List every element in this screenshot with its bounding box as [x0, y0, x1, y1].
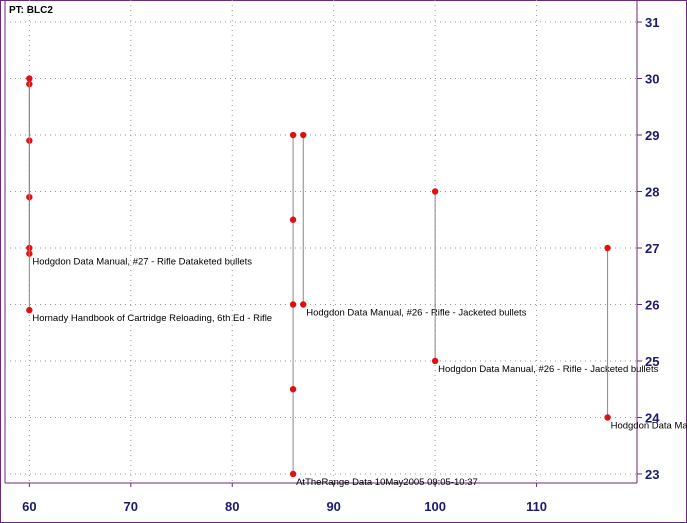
data-point — [604, 414, 611, 421]
y-tick-label: 31 — [645, 15, 659, 30]
annotation: Hodgdon Data Manual, #26 - Rifle - Jacke… — [306, 307, 526, 318]
data-point — [289, 131, 297, 139]
data-point — [604, 244, 611, 252]
x-tick-label: 60 — [22, 499, 36, 514]
annotation: AtTheRange Data 10May2005 09:05-10:37 — [296, 477, 478, 488]
y-tick-label: 29 — [645, 128, 659, 143]
data-point — [289, 386, 297, 393]
y-tick-label: 23 — [645, 467, 659, 482]
data-point — [289, 470, 297, 478]
data-point — [26, 306, 33, 314]
x-tick-label: 70 — [124, 499, 138, 514]
annotation: Hodgdon Data Manual, #26 - Rifle - Jacke… — [611, 420, 687, 431]
y-tick-label: 24 — [645, 410, 660, 425]
annotation: Hornady Handbook of Cartridge Reloading,… — [32, 313, 272, 324]
y-tick-label: 26 — [645, 297, 659, 312]
y-tick-label: 30 — [645, 72, 659, 87]
y-tick-label: 28 — [645, 185, 659, 200]
data-point — [289, 216, 297, 223]
chart-title: PT: BLC2 — [9, 5, 53, 16]
annotation: Hodgdon Data Manual, #26 - Rifle - Jacke… — [438, 364, 658, 375]
data-point — [26, 75, 33, 82]
data-point — [431, 357, 439, 365]
x-tick-label: 100 — [424, 499, 446, 514]
x-tick-label: 90 — [326, 499, 340, 514]
x-tick-label: 110 — [526, 499, 547, 514]
annotation: Hodgdon Data Manual, #27 - Rifle Dataket… — [32, 257, 252, 268]
y-tick-label: 27 — [645, 241, 659, 256]
data-point — [300, 301, 307, 308]
x-tick-label: 80 — [225, 499, 239, 514]
y-tick-label: 25 — [645, 354, 659, 369]
data-point — [431, 188, 439, 195]
data-point — [300, 131, 307, 139]
data-point — [289, 301, 297, 308]
